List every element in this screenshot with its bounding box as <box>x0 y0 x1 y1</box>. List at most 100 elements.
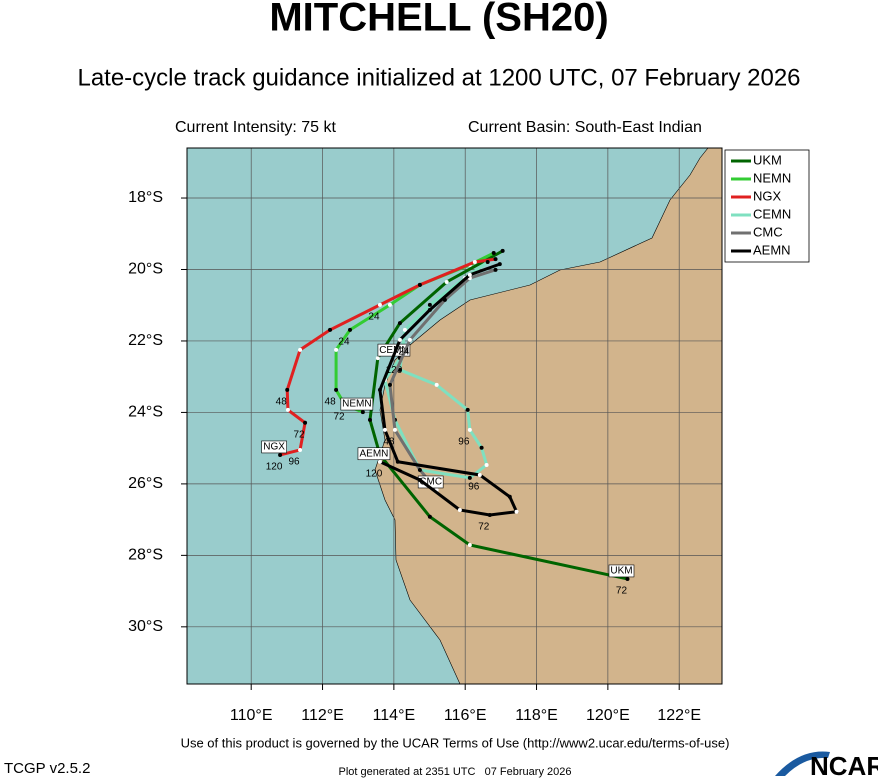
hour-label: 72 <box>616 586 628 597</box>
legend-label: CEMN <box>753 206 791 221</box>
hour-label: 72 <box>333 412 345 423</box>
end-box-label: NGX <box>263 442 285 453</box>
track-point <box>514 509 519 514</box>
track-point <box>485 259 490 264</box>
track-point <box>477 472 482 477</box>
track-point <box>487 512 492 517</box>
track-point <box>382 427 387 432</box>
track-point <box>472 259 477 264</box>
generated: Plot generated at 2351 UTC 07 February 2… <box>339 766 572 778</box>
track-point <box>328 327 333 332</box>
track-point <box>347 327 352 332</box>
track-point <box>417 477 422 482</box>
track-point <box>467 427 472 432</box>
x-tick-label: 118°E <box>515 707 558 724</box>
logo-swoosh <box>775 751 830 776</box>
hour-label: 96 <box>468 482 480 493</box>
x-tick-label: 122°E <box>657 707 701 724</box>
track-point <box>377 302 382 307</box>
track-point <box>493 257 498 262</box>
end-box <box>608 564 635 578</box>
track-point <box>387 382 392 387</box>
track-point <box>395 459 400 464</box>
track-point <box>285 407 290 412</box>
track-point <box>375 356 380 361</box>
track-point <box>434 382 439 387</box>
hour-label: 48 <box>276 397 288 408</box>
legend-box <box>724 149 810 263</box>
track-point <box>278 452 283 457</box>
track-point <box>427 302 432 307</box>
track-point <box>417 282 422 287</box>
x-tick-label: 114°E <box>373 707 416 724</box>
x-tick-label: 120°E <box>586 707 630 724</box>
track-point <box>507 494 512 499</box>
y-tick-label: 24°S <box>128 404 163 421</box>
legend-label: UKM <box>753 152 782 167</box>
track-point <box>298 347 303 352</box>
legend-label: AEMN <box>753 242 791 257</box>
track-point <box>397 367 402 372</box>
hour-label: 24 <box>368 312 380 323</box>
chart-title: MITCHELL (SH20) <box>269 0 608 40</box>
track-point <box>457 507 462 512</box>
track-point <box>285 387 290 392</box>
x-tick-label: 110°E <box>230 707 273 724</box>
track-point <box>377 459 382 464</box>
y-tick-label: 26°S <box>128 475 163 492</box>
track-point <box>392 427 397 432</box>
track-point <box>497 262 502 267</box>
track-point <box>417 467 422 472</box>
legend-label: NGX <box>753 188 782 203</box>
end-box-label: CEMN <box>379 345 408 356</box>
track-point <box>479 445 484 450</box>
end-box <box>357 447 391 461</box>
hour-label: 120 <box>366 468 383 479</box>
hour-label: 96 <box>458 437 470 448</box>
basin: Current Basin: South-East Indian <box>468 119 702 136</box>
version: TCGP v2.5.2 <box>4 760 90 777</box>
hour-label: 120 <box>266 462 283 473</box>
track-point <box>303 420 308 425</box>
track-point <box>465 407 470 412</box>
plot-frame <box>186 147 723 685</box>
end-box <box>261 440 287 454</box>
hour-label: 48 <box>325 397 337 408</box>
track-point <box>298 447 303 452</box>
logo: NCAR <box>810 751 878 780</box>
end-box <box>340 397 374 411</box>
legend-label: CMC <box>753 224 783 239</box>
track-point <box>625 576 630 581</box>
x-tick-label: 112°E <box>301 707 344 724</box>
track-point <box>467 542 472 547</box>
hour-label: 72 <box>293 429 305 440</box>
hour-label: 96 <box>289 457 301 468</box>
track-point <box>360 410 365 415</box>
y-tick-label: 22°S <box>128 332 163 349</box>
chart-subtitle: Late-cycle track guidance initialized at… <box>77 64 800 91</box>
y-tick-label: 30°S <box>128 618 163 635</box>
layer: 110°E 112°E 114°E 116°E 118°E 120°E 122°E 18°S 2… <box>128 148 810 724</box>
hour-label: 120 <box>386 365 403 376</box>
track-point <box>427 514 432 519</box>
hour-label: 72 <box>478 522 490 533</box>
track-point <box>397 337 402 342</box>
terms: Use of this product is governed by the U… <box>181 735 730 750</box>
track-point <box>334 347 339 352</box>
track-point <box>387 302 392 307</box>
track-point <box>402 327 407 332</box>
track-point <box>367 417 372 422</box>
hour-label: 24 <box>398 347 410 358</box>
track-point <box>334 387 339 392</box>
hour-label: 24 <box>338 337 350 348</box>
x-tick-label: 116°E <box>444 707 487 724</box>
end-box-label: CMC <box>419 477 442 488</box>
track-point <box>397 321 402 326</box>
end-box-label: NEMN <box>342 399 371 410</box>
y-tick-label: 20°S <box>128 261 163 278</box>
intensity: Current Intensity: 75 kt <box>175 119 337 136</box>
end-box-label: UKM <box>610 566 632 577</box>
legend-label: NEMN <box>753 170 791 185</box>
